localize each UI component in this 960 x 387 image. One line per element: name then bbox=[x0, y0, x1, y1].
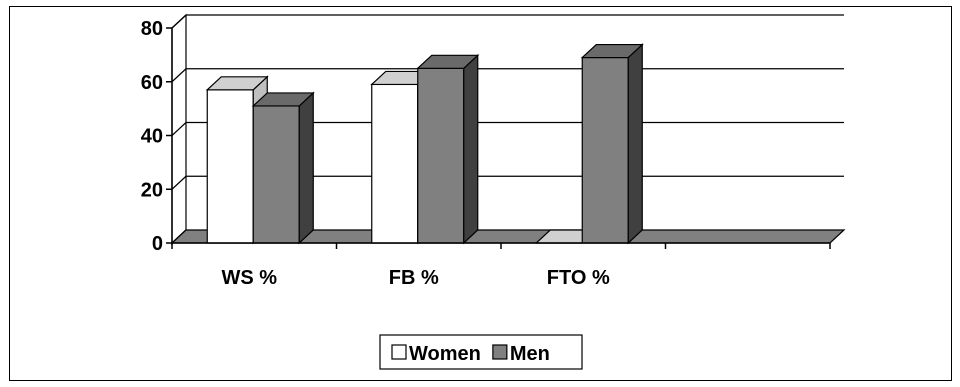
legend: Women Men bbox=[379, 334, 583, 370]
y-tick-label: 20 bbox=[141, 179, 163, 201]
bars bbox=[205, 43, 644, 245]
side-gridline bbox=[171, 175, 187, 190]
bar-men-1 bbox=[416, 53, 480, 245]
legend-entry-men: Men bbox=[492, 343, 550, 365]
legend-label: Women bbox=[409, 343, 481, 365]
legend-swatch bbox=[391, 344, 407, 360]
bar-men-2 bbox=[580, 43, 644, 245]
bar-men-0 bbox=[251, 91, 315, 245]
y-tick-label: 40 bbox=[141, 126, 163, 148]
axes bbox=[166, 27, 831, 249]
y-tick-labels: 0 20 40 60 80 bbox=[141, 18, 163, 255]
legend-label: Men bbox=[510, 343, 550, 365]
side-gridline bbox=[171, 122, 187, 136]
legend-entry-women: Women bbox=[391, 343, 481, 365]
x-category-label: FB % bbox=[389, 267, 439, 289]
y-tick-label: 80 bbox=[141, 18, 163, 40]
y-tick-label: 0 bbox=[152, 233, 163, 255]
x-category-label: WS % bbox=[221, 267, 277, 289]
x-category-label: FTO % bbox=[547, 267, 610, 289]
y-tick-label: 60 bbox=[141, 72, 163, 94]
side-gridline bbox=[171, 14, 187, 29]
legend-box bbox=[379, 334, 583, 370]
side-gridline bbox=[171, 68, 187, 83]
legend-swatch bbox=[492, 344, 508, 360]
x-category-labels: WS % FB % FTO % bbox=[221, 267, 609, 289]
